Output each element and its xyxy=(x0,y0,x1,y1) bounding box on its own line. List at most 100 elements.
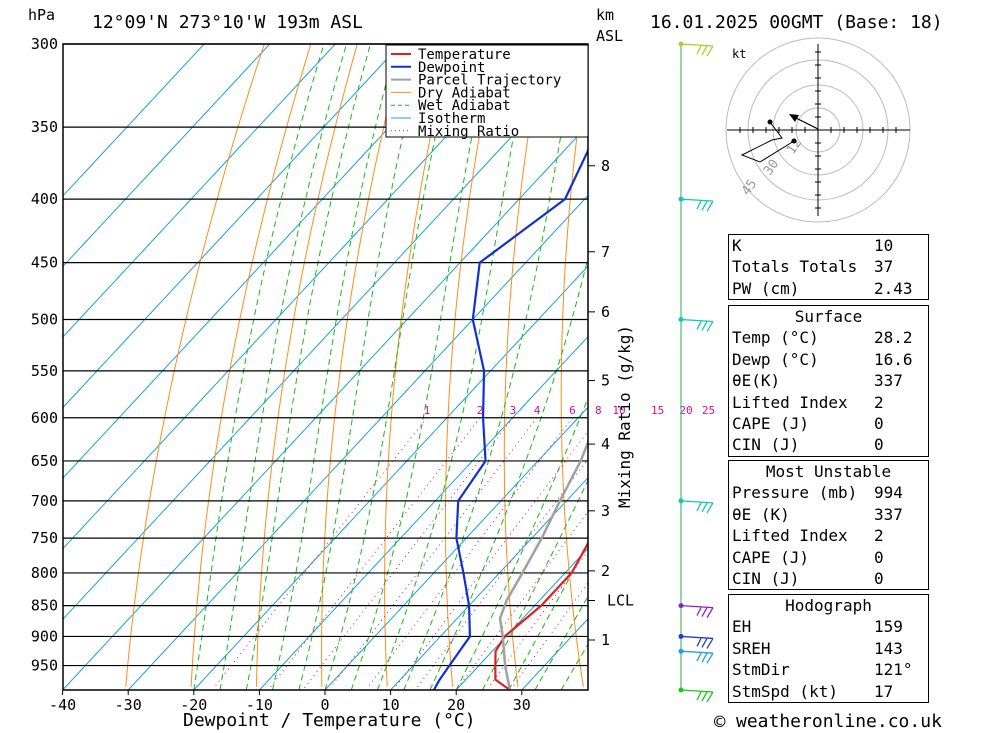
wet-adiabat-line xyxy=(193,44,325,690)
mixing-ratio-label: 4 xyxy=(534,404,541,417)
pressure-tick-label: 700 xyxy=(31,492,58,510)
hodograph-ring-label: 30 xyxy=(761,157,782,178)
table-row: Totals Totals 37 xyxy=(729,256,928,277)
table-row: θE(K) 337 xyxy=(729,370,928,391)
row-label: Pressure (mb) xyxy=(732,483,858,503)
dry-adiabat-line xyxy=(444,44,498,687)
dry-adiabat-line xyxy=(503,44,544,687)
table-row: Dewp (°C) 16.6 xyxy=(729,349,928,370)
hodograph-trace xyxy=(740,121,795,163)
pressure-tick-label: 900 xyxy=(31,627,58,645)
km-tick-label: 1 xyxy=(601,631,610,649)
wet-adiabat-line xyxy=(219,44,348,690)
asl-unit-label: ASL xyxy=(596,27,623,45)
mixing-ratio-label: 25 xyxy=(702,404,715,417)
lcl-label: LCL xyxy=(607,592,634,610)
row-label: Temp (°C) xyxy=(732,328,819,348)
mixing-ratio-line xyxy=(394,430,588,689)
km-tick-label: 6 xyxy=(601,303,610,321)
mixing-ratio-line xyxy=(304,417,514,689)
row-label: Totals Totals xyxy=(732,257,858,277)
row-value: 0 xyxy=(874,547,884,567)
row-value: 994 xyxy=(874,483,903,503)
row-value: 121° xyxy=(874,660,913,680)
table-row: EH 159 xyxy=(729,616,928,637)
wet-adiabat-line xyxy=(481,479,588,690)
isotherm-line xyxy=(63,44,533,550)
row-value: 0 xyxy=(874,568,884,588)
row-value: 143 xyxy=(874,638,903,658)
legend-label: Dry Adiabat xyxy=(418,85,511,101)
x-tick-label: 30 xyxy=(513,696,531,714)
hodograph-ring-label: 45 xyxy=(739,177,760,198)
mixing-ratio-label: 1 xyxy=(424,404,431,417)
parcel-trajectory-line xyxy=(498,439,588,690)
datetime-title: 16.01.2025 00GMT (Base: 18) xyxy=(650,12,943,33)
row-label: Lifted Index xyxy=(732,526,848,546)
mixing-ratio-label: 15 xyxy=(651,404,664,417)
wind-barb xyxy=(680,318,714,332)
wind-barb xyxy=(680,198,714,212)
legend-label: Parcel Trajectory xyxy=(418,73,561,89)
x-tick-label: 10 xyxy=(382,696,400,714)
row-value: 2 xyxy=(874,392,884,412)
isotherm-line xyxy=(521,618,588,690)
hodograph-title: Hodograph xyxy=(785,596,872,615)
pressure-tick-label: 550 xyxy=(31,362,58,380)
pressure-tick-label: 750 xyxy=(31,529,58,547)
table-row: CIN (J) 0 xyxy=(729,568,928,589)
isotherm-line xyxy=(63,44,467,479)
pressure-tick-label: 950 xyxy=(31,657,58,675)
row-label: EH xyxy=(732,617,752,637)
isotherm-line xyxy=(63,53,588,620)
legend-label: Temperature xyxy=(418,47,511,63)
mixing-ratio-line xyxy=(367,417,573,689)
row-label: CIN (J) xyxy=(732,435,800,455)
isotherm-line xyxy=(324,406,588,690)
row-value: 2 xyxy=(874,526,884,546)
row-label: StmDir xyxy=(732,660,790,680)
km-tick-label: 7 xyxy=(601,243,610,261)
isotherm-line xyxy=(455,547,588,690)
wet-adiabat-line xyxy=(350,44,492,690)
x-axis-title: Dewpoint / Temperature (°C) xyxy=(183,710,476,731)
wet-adiabat-line xyxy=(298,44,425,690)
mixing-ratio-label: 6 xyxy=(569,404,576,417)
mixing-ratio-line xyxy=(213,417,428,689)
hodograph-unit: kt xyxy=(732,47,746,61)
location-title: 12°09'N 273°10'W 193m ASL xyxy=(92,12,363,33)
dry-adiabat-line xyxy=(384,44,451,687)
x-tick-label: 0 xyxy=(320,696,329,714)
table-row: CIN (J) 0 xyxy=(729,434,928,455)
wet-adiabat-line xyxy=(429,255,588,690)
row-label: θE (K) xyxy=(732,504,790,524)
isotherm-line xyxy=(63,44,336,338)
pressure-tick-label: 600 xyxy=(31,409,58,427)
row-value: 337 xyxy=(874,504,903,524)
surface-table: Surface Temp (°C) 28.2 Dewp (°C) 16.6 θE(K) 3… xyxy=(728,305,929,457)
km-tick-label: 8 xyxy=(601,157,610,175)
row-value: 10 xyxy=(874,236,894,255)
table-row: Pressure (mb) 994 xyxy=(729,482,928,503)
surface-title: Surface xyxy=(794,307,863,326)
pressure-tick-label: 400 xyxy=(31,190,58,208)
mixing-ratio-axis-title: Mixing Ratio (g/kg) xyxy=(615,325,634,508)
dry-adiabat-line xyxy=(125,44,265,687)
site-name: weatheronline.co.uk xyxy=(736,711,942,732)
wind-barb xyxy=(680,43,714,57)
pressure-tick-label: 650 xyxy=(31,452,58,470)
row-value: 17 xyxy=(874,681,894,701)
storm-motion-arrowhead xyxy=(789,114,799,122)
table-row: Lifted Index 2 xyxy=(729,392,928,413)
x-tick-label: -20 xyxy=(180,696,207,714)
wind-barb xyxy=(680,689,714,703)
row-value: 337 xyxy=(874,371,903,391)
pressure-tick-label: 450 xyxy=(31,254,58,272)
x-tick-label: -30 xyxy=(115,696,142,714)
legend-label: Isotherm xyxy=(418,111,485,127)
row-value: 2.43 xyxy=(874,278,913,298)
row-value: 16.6 xyxy=(874,349,913,369)
hodograph-ring-label: 12 xyxy=(784,136,805,157)
wet-adiabat-line xyxy=(245,44,371,690)
